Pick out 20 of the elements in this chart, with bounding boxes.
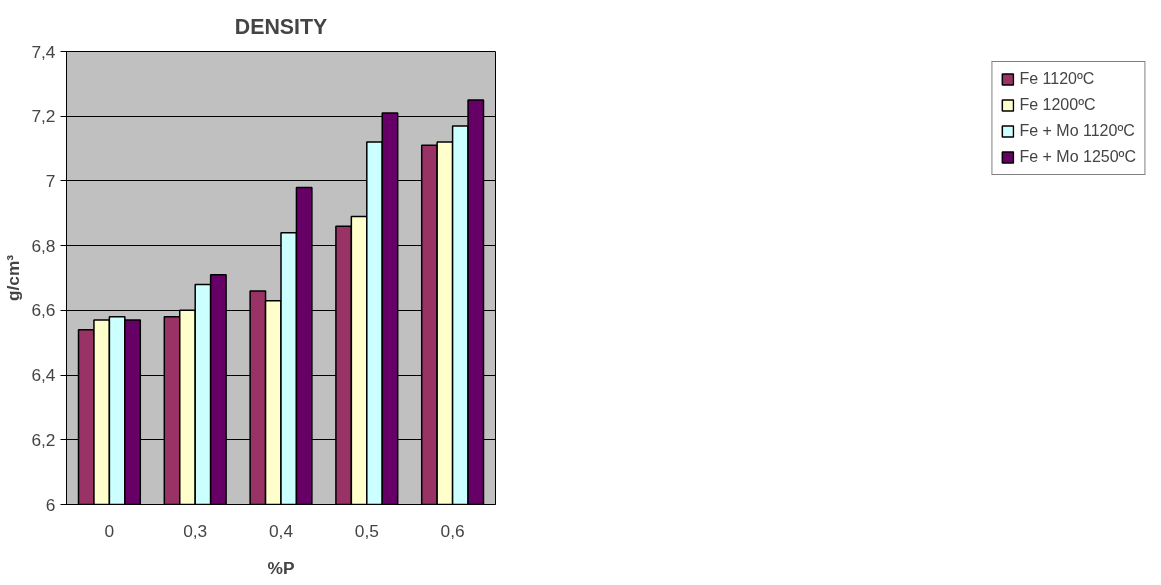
y-tick-label: 7,4 [31, 41, 56, 62]
y-tick-label: 7 [45, 170, 56, 191]
legend-label: Fe 1200ºC [1019, 96, 1096, 114]
x-tick-label: 0,3 [183, 520, 208, 541]
legend-label: Fe + Mo 1120ºC [1019, 122, 1135, 140]
x-tick-label: 0 [104, 520, 115, 541]
y-tick-label: 7,2 [31, 106, 56, 127]
x-tick-label: 0,5 [354, 520, 379, 541]
y-tick-label: 6,6 [31, 300, 56, 321]
legend-label: Fe + Mo 1250ºC [1019, 148, 1136, 166]
y-tick-label: 6,2 [31, 429, 56, 450]
x-axis-title: %P [267, 557, 295, 578]
x-tick-label: 0,6 [440, 520, 465, 541]
y-tick-label: 6,8 [31, 235, 56, 256]
y-tick-label: 6,4 [31, 365, 56, 386]
legend-label: Fe 1120ºC [1019, 70, 1095, 88]
x-tick-label: 0,4 [268, 520, 294, 541]
y-axis-title: g/cm³ [3, 254, 24, 302]
chart-title: DENSITY [234, 15, 328, 39]
y-tick-label: 6 [45, 494, 56, 515]
